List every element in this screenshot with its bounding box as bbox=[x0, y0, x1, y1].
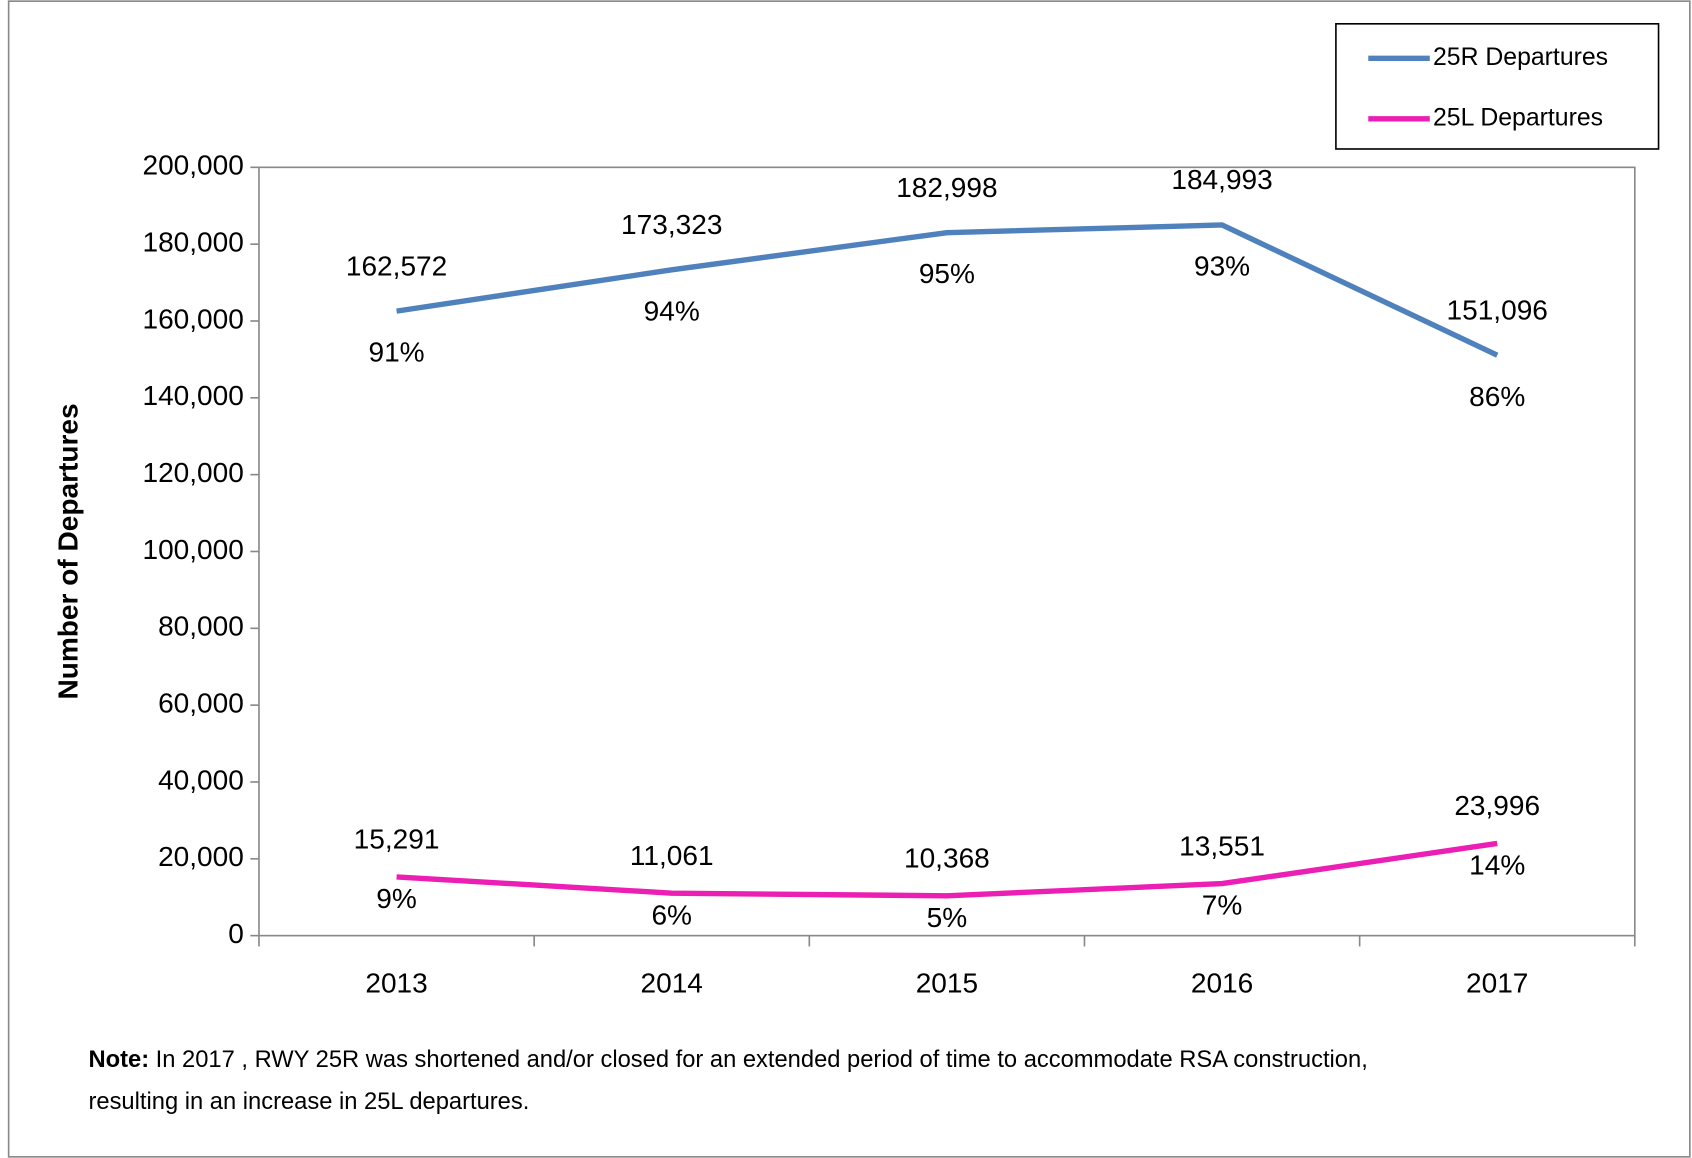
y-tick-label: 20,000 bbox=[158, 841, 244, 872]
chart-border bbox=[7, 0, 1691, 1158]
y-tick-label: 0 bbox=[228, 918, 244, 949]
share-label: 7% bbox=[1202, 890, 1243, 921]
series-line bbox=[396, 840, 1498, 899]
legend-box bbox=[1335, 23, 1660, 150]
share-label: 9% bbox=[376, 883, 417, 914]
series-line bbox=[396, 222, 1499, 358]
value-label: 10,368 bbox=[904, 843, 990, 874]
x-tick-label: 2017 bbox=[1466, 968, 1528, 999]
share-label: 86% bbox=[1469, 381, 1525, 412]
x-tick-label: 2016 bbox=[1191, 968, 1253, 999]
value-label: 13,551 bbox=[1179, 830, 1265, 861]
note-text: resulting in an increase in 25L departur… bbox=[88, 1089, 529, 1115]
share-label: 94% bbox=[644, 295, 700, 326]
legend-label: 25L Departures bbox=[1433, 104, 1603, 131]
value-label: 182,998 bbox=[896, 172, 997, 203]
y-tick-label: 80,000 bbox=[158, 611, 244, 642]
y-tick-label: 160,000 bbox=[142, 303, 243, 334]
value-label: 173,323 bbox=[621, 209, 722, 240]
y-tick-label: 180,000 bbox=[142, 227, 243, 258]
value-label: 23,996 bbox=[1454, 790, 1540, 821]
share-label: 91% bbox=[368, 337, 424, 368]
value-label: 151,096 bbox=[1447, 294, 1548, 325]
share-label: 95% bbox=[919, 258, 975, 289]
x-tick-label: 2014 bbox=[641, 968, 703, 999]
y-tick-label: 40,000 bbox=[158, 764, 244, 795]
note-label: Note: bbox=[88, 1047, 149, 1073]
y-tick-label: 140,000 bbox=[142, 380, 243, 411]
y-tick-label: 200,000 bbox=[142, 150, 243, 181]
x-tick-label: 2015 bbox=[916, 968, 978, 999]
value-label: 11,061 bbox=[630, 840, 714, 871]
y-axis-label: Number of Departures bbox=[53, 403, 84, 699]
share-label: 93% bbox=[1194, 251, 1250, 282]
share-label: 6% bbox=[651, 899, 692, 930]
value-label: 184,993 bbox=[1171, 164, 1272, 195]
note-text: In 2017 , RWY 25R was shortened and/or c… bbox=[149, 1047, 1368, 1073]
y-tick-label: 60,000 bbox=[158, 688, 244, 719]
value-label: 15,291 bbox=[354, 824, 440, 855]
note: Note: In 2017 , RWY 25R was shortened an… bbox=[88, 1047, 1367, 1073]
share-label: 14% bbox=[1469, 850, 1525, 881]
legend-label: 25R Departures bbox=[1433, 44, 1608, 71]
x-tick-label: 2013 bbox=[365, 968, 427, 999]
y-tick-label: 100,000 bbox=[142, 534, 243, 565]
share-label: 5% bbox=[927, 902, 968, 933]
y-tick-label: 120,000 bbox=[142, 457, 243, 488]
value-label: 162,572 bbox=[346, 250, 447, 281]
